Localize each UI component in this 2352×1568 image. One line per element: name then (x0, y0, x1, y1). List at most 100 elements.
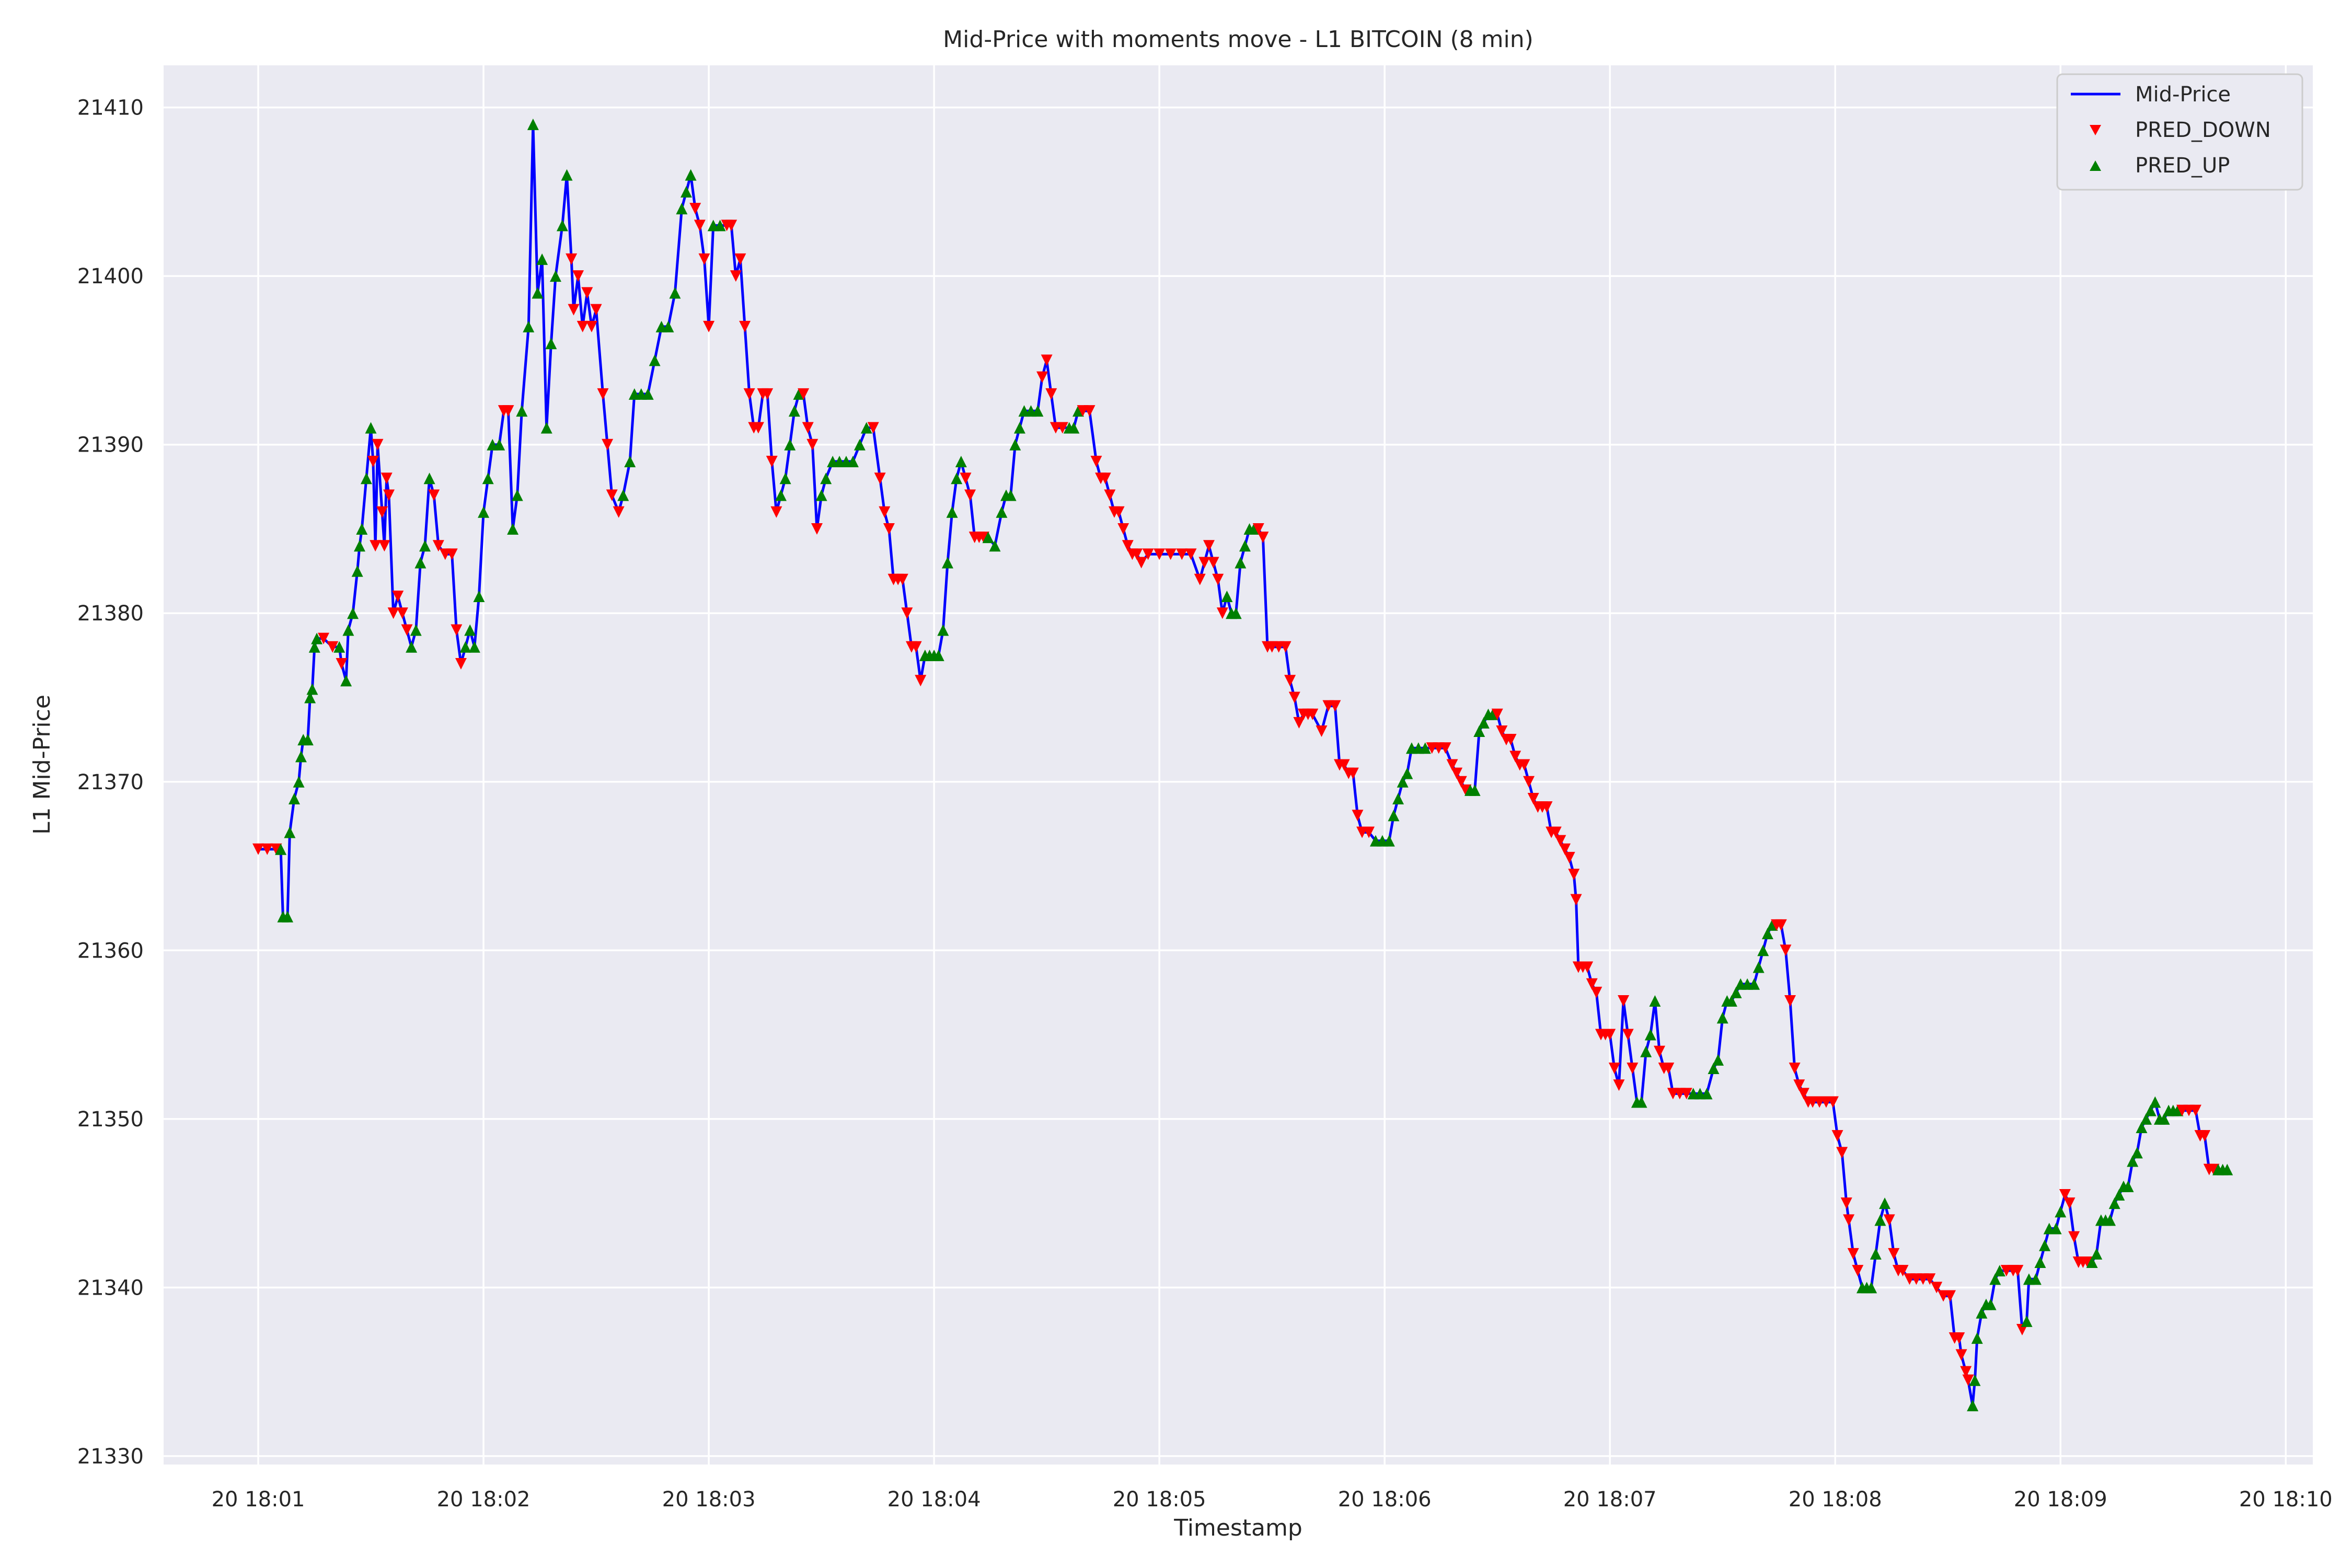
pred-up-marker (1392, 793, 1404, 805)
pred-down-marker (703, 320, 715, 332)
pred-down-marker (581, 287, 593, 299)
pred-down-marker (327, 641, 339, 653)
pred-down-marker (734, 253, 746, 265)
y-tick-label: 21340 (77, 1276, 144, 1300)
pred-down-marker (1212, 573, 1224, 585)
pred-up-marker (2145, 1104, 2157, 1116)
pred-up-marker (1235, 557, 1247, 569)
pred-up-marker (2149, 1096, 2161, 1108)
pred-up-marker (685, 169, 697, 181)
pred-down-marker (1056, 422, 1068, 434)
pred-up-marker (642, 388, 654, 400)
pred-up-marker (1635, 1096, 1647, 1108)
pred-up-marker (1230, 607, 1242, 619)
pred-down-marker (1836, 1147, 1848, 1159)
pred-up-marker (1712, 1054, 1724, 1066)
pred-down-marker (743, 388, 755, 400)
x-tick-label: 20 18:06 (1338, 1488, 1432, 1512)
pred-down-marker (577, 320, 589, 332)
y-tick-label: 21360 (77, 939, 144, 963)
pred-up-marker (946, 506, 958, 518)
pred-down-marker (1041, 354, 1053, 366)
pred-down-marker (1570, 894, 1582, 906)
pred-up-marker (1248, 523, 1260, 535)
pred-up-marker (680, 186, 692, 198)
pred-up-marker (1865, 1282, 1877, 1294)
pred-up-marker (1748, 978, 1760, 990)
pred-up-marker (536, 253, 548, 265)
pred-up-marker (2122, 1180, 2134, 1192)
pred-down-marker (1347, 767, 1359, 779)
pred-up-marker (955, 455, 967, 467)
plot-area (164, 65, 2313, 1465)
pred-down-marker (2012, 1265, 2024, 1277)
pred-down-marker (572, 270, 584, 282)
x-tick-label: 20 18:02 (437, 1488, 531, 1512)
pred-down-marker (1293, 717, 1305, 729)
pred-up-marker (2108, 1197, 2120, 1209)
y-tick-labels: 21330 21340 21350 21360 21370 21380 21390 21400… (77, 96, 144, 1469)
pred-down-marker (1541, 801, 1553, 813)
pred-down-marker (1847, 1248, 1859, 1260)
pred-up-marker (1971, 1332, 1983, 1344)
pred-up-marker (353, 540, 365, 552)
pred-up-marker (423, 472, 435, 485)
legend-label-mid-price: Mid-Price (2135, 83, 2231, 107)
pred-down-marker (1559, 843, 1571, 855)
pred-up-marker (275, 843, 287, 855)
pred-down-marker (1586, 978, 1598, 990)
pred-down-marker (1618, 995, 1630, 1007)
pred-up-marker (941, 557, 953, 569)
pred-down-marker (383, 489, 395, 501)
pred-down-marker (261, 843, 273, 855)
pred-up-marker (1469, 784, 1481, 796)
pred-down-marker (1329, 700, 1341, 712)
pred-up-marker (516, 405, 528, 417)
pred-up-marker (545, 338, 557, 350)
pred-up-marker (860, 422, 872, 434)
pred-up-marker (340, 675, 352, 687)
pred-up-marker (854, 439, 866, 451)
pred-up-marker (1967, 1400, 1979, 1412)
x-tick-label: 20 18:09 (2014, 1488, 2107, 1512)
pred-down-marker (1122, 540, 1134, 552)
x-tick-label: 20 18:04 (887, 1488, 981, 1512)
pred-down-marker (387, 607, 399, 619)
pred-down-marker (2189, 1104, 2201, 1116)
pred-down-marker (1852, 1265, 1864, 1277)
pred-up-marker (714, 220, 726, 232)
pred-up-marker (2055, 1206, 2067, 1218)
pred-down-marker (1518, 759, 1530, 771)
pred-up-marker (989, 540, 1001, 552)
pred-down-marker (2081, 1256, 2093, 1268)
pred-up-marker (779, 472, 791, 485)
pred-up-marker (1013, 422, 1025, 434)
pred-down-marker (446, 548, 458, 560)
pred-down-marker (1194, 573, 1206, 585)
pred-down-marker (1131, 548, 1143, 560)
legend-label-pred-down: PRED_DOWN (2135, 118, 2271, 142)
pred-up-marker (676, 203, 688, 215)
pred-down-marker (1654, 1045, 1666, 1057)
x-tick-label: 20 18:03 (662, 1488, 756, 1512)
pred-down-marker (867, 422, 879, 434)
pred-down-marker (432, 540, 444, 552)
pred-down-marker (428, 489, 440, 501)
legend-down-marker (2090, 125, 2101, 135)
pred-up-marker (1761, 928, 1773, 940)
pred-down-marker (752, 422, 764, 434)
pred-down-marker (766, 455, 778, 467)
pred-down-marker (381, 472, 393, 485)
pred-down-marker (960, 472, 972, 485)
pred-down-marker (1554, 835, 1566, 847)
pred-up-marker (464, 624, 476, 636)
pred-up-marker (1976, 1307, 1988, 1319)
pred-down-marker (1154, 548, 1166, 560)
pred-down-marker (401, 624, 413, 636)
pred-up-marker (1644, 1029, 1656, 1041)
pred-up-marker (410, 624, 422, 636)
pred-up-marker (1725, 995, 1737, 1007)
pred-down-marker (901, 607, 913, 619)
pred-up-marker (2104, 1214, 2116, 1226)
pred-up-marker (1989, 1273, 2001, 1285)
